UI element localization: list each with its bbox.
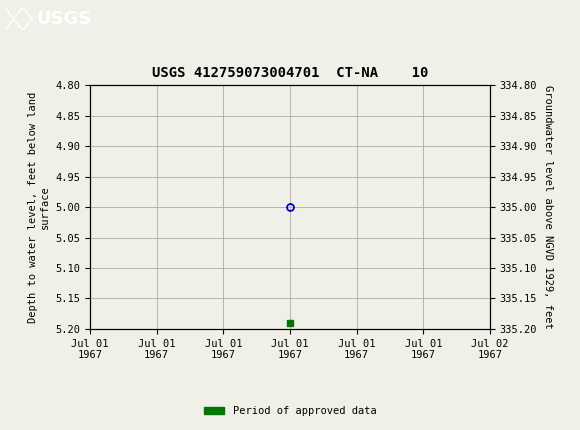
Text: USGS 412759073004701  CT-NA    10: USGS 412759073004701 CT-NA 10 [152,66,428,80]
Text: USGS: USGS [36,10,91,28]
Y-axis label: Groundwater level above NGVD 1929, feet: Groundwater level above NGVD 1929, feet [543,85,553,329]
Legend: Period of approved data: Period of approved data [200,402,380,421]
Y-axis label: Depth to water level, feet below land
surface: Depth to water level, feet below land su… [28,92,50,322]
